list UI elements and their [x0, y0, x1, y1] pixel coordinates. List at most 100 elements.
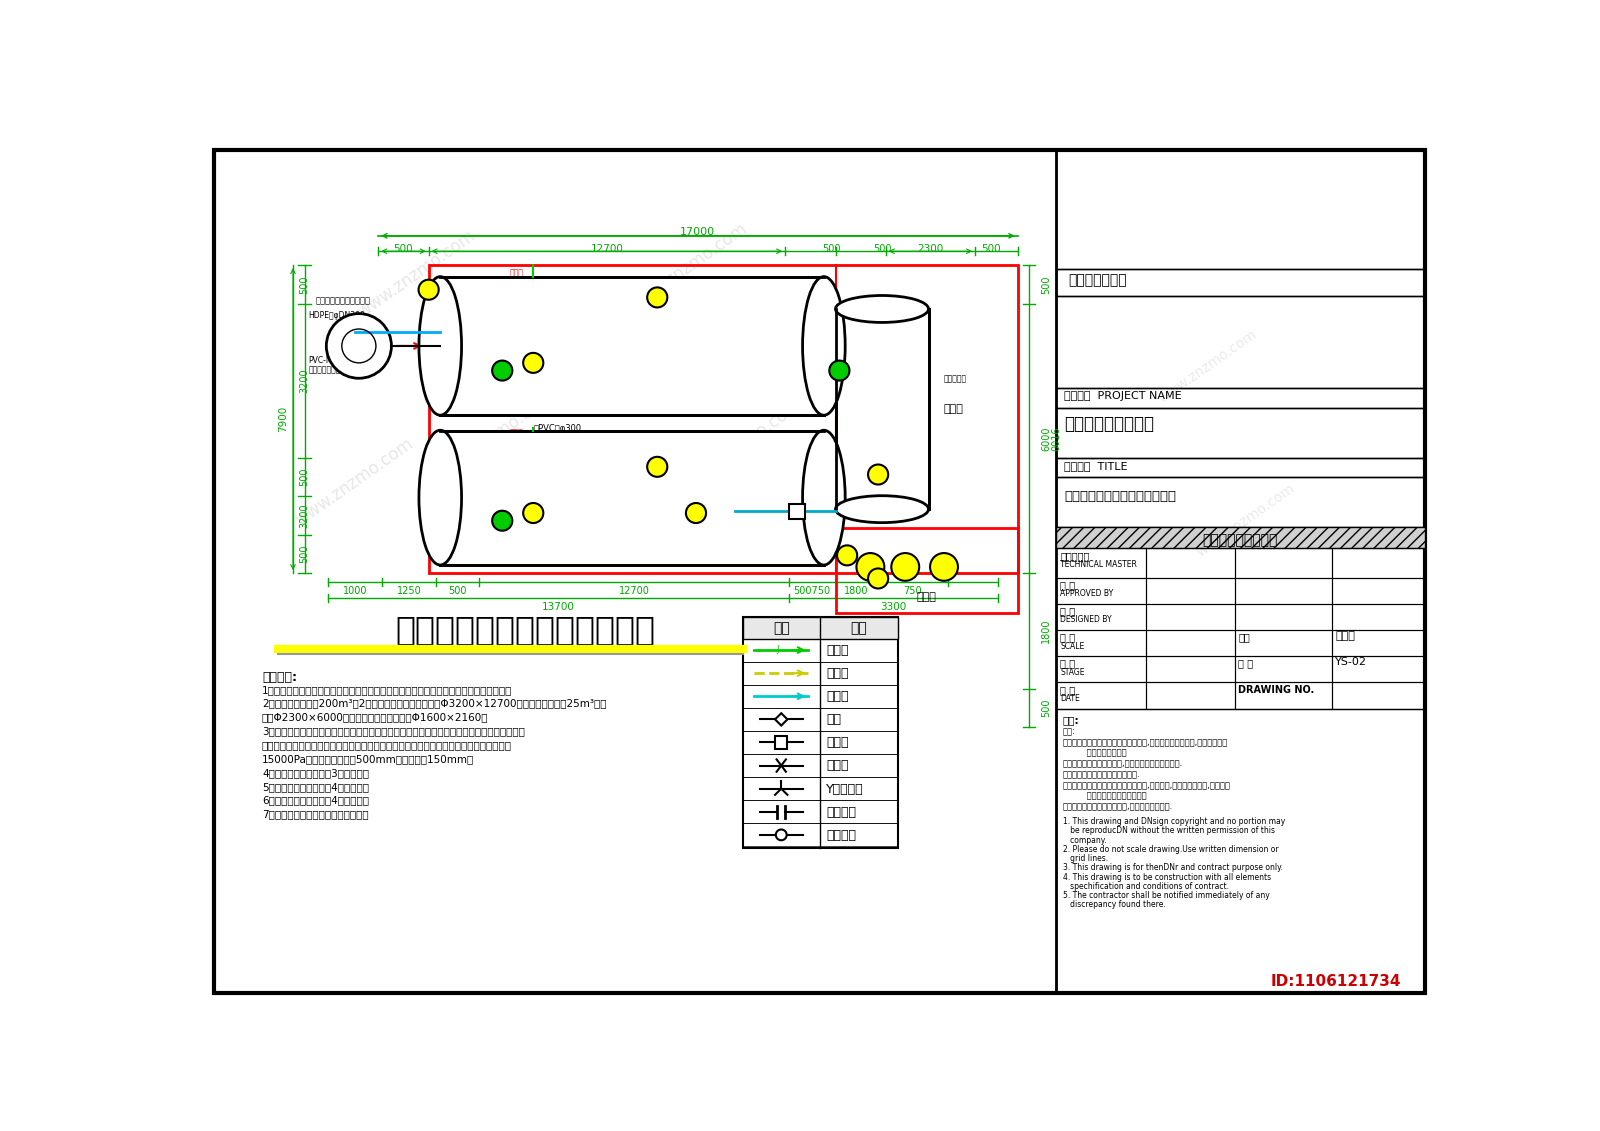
- Bar: [742, 708, 898, 731]
- Text: 蝴蝶闸门井: 蝴蝶闸门井: [696, 525, 718, 534]
- Text: YS-02: YS-02: [1336, 657, 1368, 667]
- Text: 寸为Φ2300×6000。一体化净化罐，尺寸为Φ1600×2160；: 寸为Φ2300×6000。一体化净化罐，尺寸为Φ1600×2160；: [262, 713, 488, 723]
- Text: 3200: 3200: [299, 503, 310, 528]
- Bar: [1146, 682, 1235, 709]
- Bar: [1056, 682, 1146, 709]
- Text: 500: 500: [394, 243, 413, 253]
- Text: www.znzmo.com: www.znzmo.com: [293, 434, 418, 529]
- Bar: [1331, 578, 1424, 604]
- Circle shape: [493, 511, 512, 530]
- Bar: [1056, 549, 1146, 578]
- Text: 蝴蝶闸门井: 蝴蝶闸门井: [944, 374, 966, 383]
- Text: 截污过滤器液一体化设备: 截污过滤器液一体化设备: [315, 296, 371, 305]
- Bar: [1056, 458, 1424, 477]
- Text: PPR/φ63: PPR/φ63: [840, 327, 872, 336]
- Text: 1. This drawing and DNsign copyright and no portion may: 1. This drawing and DNsign copyright and…: [1062, 818, 1285, 826]
- Text: www.znzmo.com: www.znzmo.com: [549, 304, 674, 399]
- Bar: [1146, 656, 1235, 682]
- Text: 阶 段: 阶 段: [1061, 658, 1075, 668]
- Bar: [1056, 269, 1424, 296]
- Circle shape: [523, 503, 544, 523]
- Text: 3. This drawing is for thenDNr and contract purpose only.: 3. This drawing is for thenDNr and contr…: [1062, 863, 1283, 872]
- Text: 500: 500: [872, 243, 891, 253]
- Bar: [1056, 149, 1424, 269]
- Text: DATE: DATE: [1061, 694, 1080, 703]
- Bar: [742, 639, 898, 662]
- Text: Y型过滤器: Y型过滤器: [826, 783, 864, 795]
- Text: 500: 500: [822, 243, 842, 253]
- Ellipse shape: [835, 495, 928, 523]
- Text: 6000: 6000: [1042, 426, 1051, 450]
- Text: 专业: 专业: [1238, 632, 1250, 642]
- Ellipse shape: [835, 295, 928, 322]
- Text: 3、本系统的雨水收集蓄水池、清水池、设备间全部采用玻璃钢材质，均由筒体和封头组成。筒: 3、本系统的雨水收集蓄水池、清水池、设备间全部采用玻璃钢材质，均由筒体和封头组成…: [262, 726, 525, 736]
- Text: （一）此设计图纸之版权归本公司所有,非得本公司书面批准,任何部份不得: （一）此设计图纸之版权归本公司所有,非得本公司书面批准,任何部份不得: [1062, 737, 1227, 746]
- Polygon shape: [774, 714, 787, 726]
- Text: 名称: 名称: [850, 621, 867, 634]
- Text: （五）承造商如变更有关居处,应立即通知本公司.: （五）承造商如变更有关居处,应立即通知本公司.: [1062, 803, 1173, 812]
- Bar: [774, 736, 787, 749]
- Text: 1250: 1250: [397, 586, 422, 596]
- Bar: [1056, 477, 1424, 527]
- Bar: [742, 754, 898, 777]
- Text: 法兰连接: 法兰连接: [826, 805, 856, 819]
- Text: 7900: 7900: [278, 406, 288, 432]
- Text: 0016: 0016: [1051, 426, 1061, 450]
- Text: 排泥泵 射流曝气装置: 排泥泵 射流曝气装置: [472, 402, 518, 411]
- Text: 球阀: 球阀: [826, 714, 842, 726]
- Text: 清水池: 清水池: [944, 404, 963, 414]
- Text: TECHNICAL MASTER: TECHNICAL MASTER: [1061, 560, 1138, 569]
- Text: 15000Pa，检修口直径大于500mm，高度大于150mm；: 15000Pa，检修口直径大于500mm，高度大于150mm；: [262, 754, 474, 765]
- Ellipse shape: [803, 430, 845, 566]
- Text: 5. The contractor shall be notified immediately of any: 5. The contractor shall be notified imme…: [1062, 891, 1269, 900]
- Circle shape: [869, 465, 888, 484]
- Text: 检查井: 检查井: [510, 268, 523, 277]
- Text: 2300: 2300: [917, 243, 942, 253]
- Text: 500: 500: [1042, 275, 1051, 294]
- Text: 4、玻璃钢蓄水池：设置3个检修口；: 4、玻璃钢蓄水池：设置3个检修口；: [262, 768, 370, 778]
- Circle shape: [856, 553, 885, 581]
- Ellipse shape: [419, 430, 461, 566]
- Bar: [1146, 578, 1235, 604]
- Bar: [1056, 709, 1424, 993]
- Text: 9: 9: [901, 562, 909, 572]
- Circle shape: [646, 457, 667, 477]
- Text: 给排水: 给排水: [1336, 631, 1355, 641]
- Text: 500: 500: [981, 243, 1000, 253]
- Text: 7: 7: [693, 508, 699, 518]
- Bar: [1056, 656, 1146, 682]
- Circle shape: [686, 503, 706, 523]
- Text: 检查井: 检查井: [510, 429, 523, 438]
- Text: 雨水收集利用系统平面布置图: 雨水收集利用系统平面布置图: [395, 613, 656, 646]
- Circle shape: [829, 361, 850, 380]
- Circle shape: [930, 553, 958, 581]
- Bar: [440, 431, 824, 566]
- Bar: [1056, 578, 1146, 604]
- Text: 500: 500: [299, 275, 310, 294]
- Text: 图纸名称  TITLE: 图纸名称 TITLE: [1064, 460, 1128, 470]
- Bar: [1331, 656, 1424, 682]
- Text: www.znzmo.com: www.znzmo.com: [680, 396, 805, 491]
- Text: 3300: 3300: [880, 602, 907, 612]
- Text: company.: company.: [1062, 836, 1106, 845]
- Text: 1000: 1000: [342, 586, 368, 596]
- Text: www.znzmo.com: www.znzmo.com: [432, 389, 557, 483]
- Circle shape: [523, 353, 544, 373]
- Text: 6: 6: [530, 508, 536, 518]
- Bar: [742, 662, 898, 684]
- Circle shape: [891, 553, 918, 581]
- Bar: [789, 503, 805, 519]
- Bar: [1331, 682, 1424, 709]
- Text: 100m³蓄水池: 100m³蓄水池: [619, 493, 675, 502]
- Text: 2: 2: [654, 461, 661, 472]
- Text: 4: 4: [875, 469, 882, 480]
- Bar: [1235, 656, 1331, 682]
- Bar: [1235, 578, 1331, 604]
- Text: 2、蓄水池总容积为200m³，2个蓄水池串联。单池尺寸为Φ3200×12700。清水池采用容积25m³，尺: 2、蓄水池总容积为200m³，2个蓄水池串联。单池尺寸为Φ3200×12700。…: [262, 699, 606, 709]
- Text: 5: 5: [499, 516, 506, 526]
- Bar: [1146, 604, 1235, 630]
- Text: 排泥泵 射流曝气装置: 排泥泵 射流曝气装置: [472, 550, 518, 559]
- Bar: [1331, 604, 1424, 630]
- Text: 12700: 12700: [590, 243, 624, 253]
- Text: SCALE: SCALE: [1061, 641, 1085, 650]
